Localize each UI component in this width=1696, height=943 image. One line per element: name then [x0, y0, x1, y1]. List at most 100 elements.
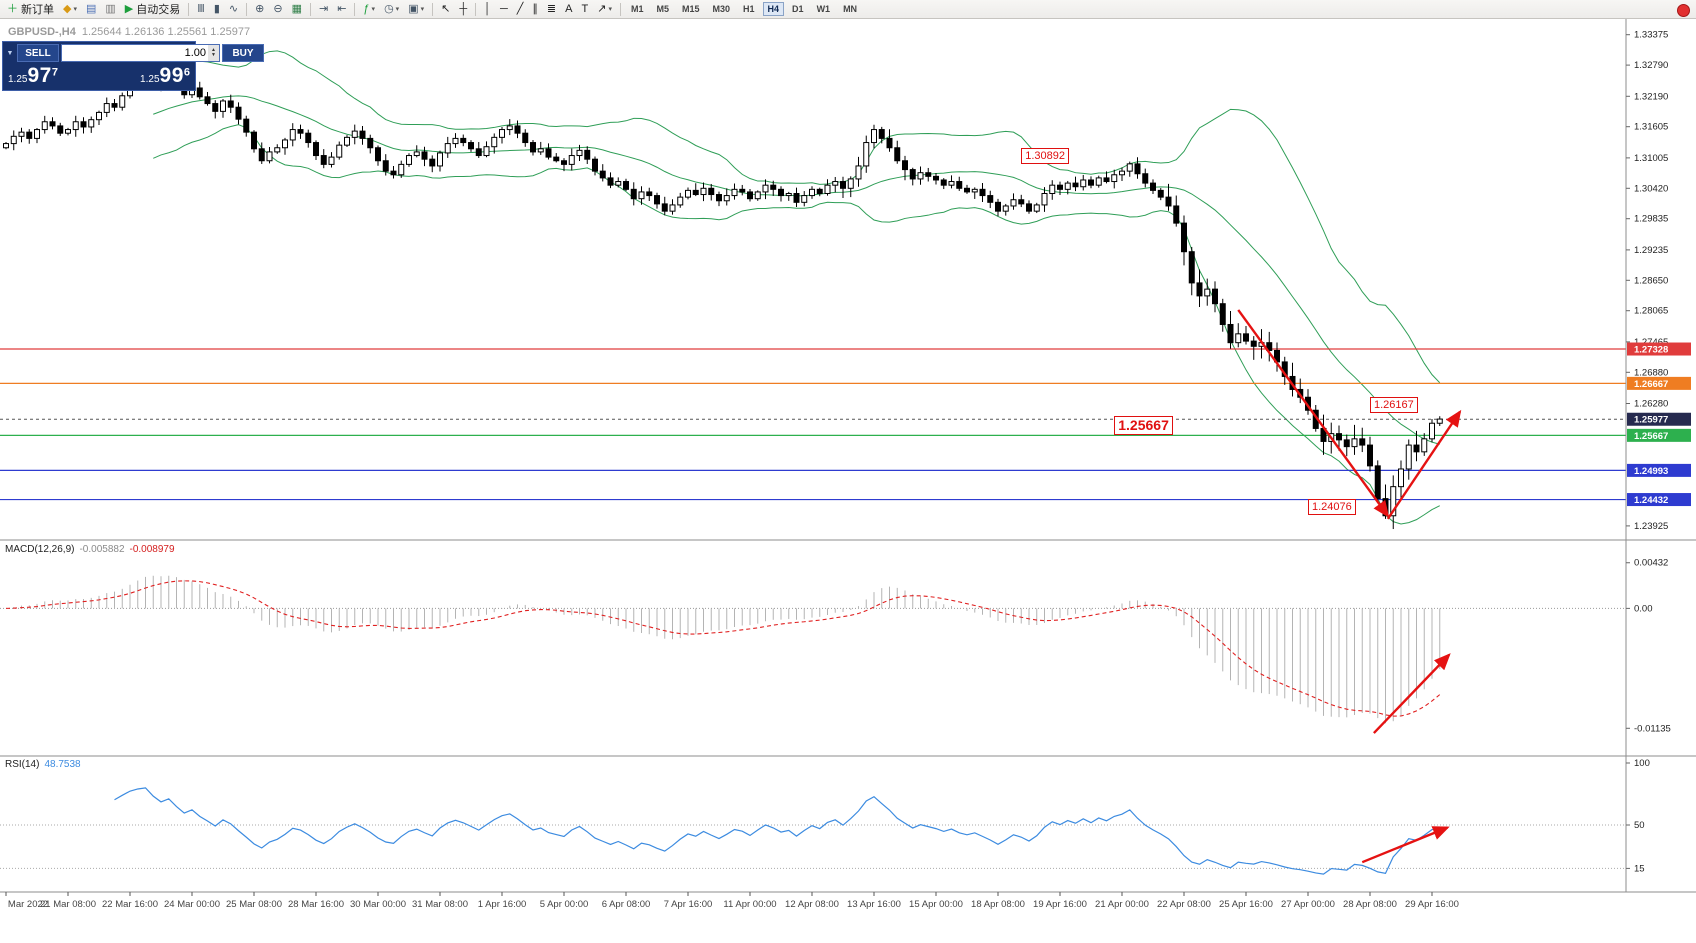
macd-signal-value: -0.008979: [129, 544, 175, 555]
timeframe-m5[interactable]: M5: [656, 4, 669, 14]
zoom-out-icon[interactable]: ⊖: [273, 2, 283, 15]
line-chart-icon[interactable]: ∿: [228, 2, 239, 15]
toolbar: ＋新订单 ◆ ▾ ▤ ▥ ▶ 自动交易 Ⅲ ▮ ∿ ⊕ ⊖ ▦ ⇥ ⇤ ƒ ▾ ◷ ▾ ▣ ▾ ↖ ┼ │ ─ ╱ ∥ ≣ A T ↗ ▾ M1…: [0, 0, 1696, 19]
svg-text:1.24993: 1.24993: [1634, 466, 1668, 477]
svg-text:-0.01135: -0.01135: [1634, 723, 1671, 734]
horizontal-line-icon[interactable]: ─: [500, 2, 508, 15]
price-axis: 1.33375 1.32790 1.32190 1.31605 1.31005 1.304…: [1626, 30, 1691, 532]
symbol-period-label: GBPUSD-,H4: [8, 26, 76, 38]
vertical-line-icon[interactable]: │: [484, 2, 491, 15]
bid-price: 1.25977: [8, 64, 58, 88]
svg-text:24 Mar 00:00: 24 Mar 00:00: [164, 899, 220, 910]
ohlc-values: 1.25644 1.26136 1.25561 1.25977: [81, 26, 251, 38]
svg-text:1.32190: 1.32190: [1634, 91, 1668, 102]
volume-spinner[interactable]: ▲ ▼: [208, 45, 219, 61]
macd-name: MACD(12,26,9): [5, 544, 75, 555]
timeframe-m15[interactable]: M15: [681, 4, 700, 14]
toolbar-separator: [309, 2, 311, 16]
svg-text:1.23925: 1.23925: [1634, 521, 1668, 532]
timeframe-m30[interactable]: M30: [712, 4, 731, 14]
svg-text:1.26280: 1.26280: [1634, 398, 1668, 409]
trend-arrows: [1237, 309, 1462, 864]
new-order-button[interactable]: ＋新订单: [7, 2, 54, 17]
horizontal-lines: [0, 348, 1626, 501]
panel-frames: [0, 19, 1696, 893]
timeframe-w1[interactable]: W1: [816, 4, 831, 14]
volume-field: ▲▼: [61, 44, 220, 62]
svg-text:1.24432: 1.24432: [1634, 495, 1668, 506]
svg-text:5 Apr 00:00: 5 Apr 00:00: [540, 899, 589, 910]
timeframe-d1[interactable]: D1: [792, 4, 804, 14]
zoom-in-icon[interactable]: ⊕: [255, 2, 265, 15]
svg-text:7 Apr 16:00: 7 Apr 16:00: [664, 899, 713, 910]
svg-text:1.29835: 1.29835: [1634, 214, 1668, 225]
timeframe-mn[interactable]: MN: [843, 4, 858, 14]
toolbar-separator: [432, 2, 434, 16]
rsi-panel: 100 50 15: [0, 758, 1650, 875]
svg-text:1.28065: 1.28065: [1634, 306, 1668, 317]
chart-shift-icon[interactable]: ⇤: [337, 2, 347, 15]
buy-button[interactable]: BUY: [222, 44, 264, 62]
templates-icon[interactable]: ▣ ▾: [408, 2, 425, 15]
price-annotation: 1.30892: [1021, 147, 1070, 164]
bid-big-digits: 97: [27, 64, 52, 87]
svg-text:1.33375: 1.33375: [1634, 30, 1668, 41]
toolbar-separator: [354, 2, 356, 16]
autotrading-button[interactable]: ▶ 自动交易: [124, 2, 181, 17]
svg-text:1.27328: 1.27328: [1634, 345, 1668, 356]
bollinger-bands: [153, 50, 1441, 525]
rsi-indicator-label: RSI(14) 48.7538: [5, 759, 81, 770]
svg-text:28 Mar 16:00: 28 Mar 16:00: [288, 899, 344, 910]
svg-text:1.32790: 1.32790: [1634, 60, 1668, 71]
toolbar-separator: [246, 2, 248, 16]
trendline-icon[interactable]: ╱: [516, 2, 524, 15]
charts-window-icon[interactable]: ◆ ▾: [63, 2, 77, 15]
price-annotation: 1.26167: [1370, 397, 1418, 414]
svg-text:1.28650: 1.28650: [1634, 275, 1668, 286]
svg-text:50: 50: [1634, 820, 1645, 831]
market-watch-icon[interactable]: ▥: [105, 2, 116, 15]
svg-text:25 Mar 08:00: 25 Mar 08:00: [226, 899, 282, 910]
svg-text:21 Apr 00:00: 21 Apr 00:00: [1095, 899, 1149, 910]
svg-text:25 Apr 16:00: 25 Apr 16:00: [1219, 899, 1273, 910]
timeframe-h1[interactable]: H1: [743, 4, 755, 14]
toolbar-separator: [188, 2, 190, 16]
cursor-icon[interactable]: ↖: [441, 2, 451, 15]
sell-button[interactable]: SELL: [17, 44, 59, 62]
svg-text:1.31605: 1.31605: [1634, 122, 1668, 133]
volume-input[interactable]: [62, 45, 208, 61]
svg-text:31 Mar 08:00: 31 Mar 08:00: [412, 899, 468, 910]
timeframe-m1[interactable]: M1: [630, 4, 644, 14]
macd-main-value: -0.005882: [79, 544, 125, 555]
crosshair-icon[interactable]: ┼: [459, 2, 468, 15]
candlestick-chart-icon[interactable]: ▮: [213, 2, 220, 15]
channel-icon[interactable]: ∥: [532, 2, 538, 15]
tile-windows-icon[interactable]: ▦: [291, 2, 302, 15]
svg-text:1 Apr 16:00: 1 Apr 16:00: [478, 899, 527, 910]
one-click-trade-panel: ▼ SELL ▲▼ BUY 1.25977 1.25996: [2, 41, 264, 91]
svg-text:27 Apr 00:00: 27 Apr 00:00: [1281, 899, 1335, 910]
svg-text:1.26880: 1.26880: [1634, 367, 1668, 378]
price-annotation: 1.25667: [1114, 416, 1173, 436]
periods-icon[interactable]: ◷ ▾: [384, 2, 400, 15]
macd-panel: 0.00432 0.00 -0.01135: [0, 558, 1671, 734]
fibonacci-icon[interactable]: ≣: [546, 2, 557, 15]
svg-text:1.31005: 1.31005: [1634, 153, 1668, 164]
arrows-tool-icon[interactable]: ↗ ▾: [597, 2, 612, 15]
svg-text:28 Apr 08:00: 28 Apr 08:00: [1343, 899, 1397, 910]
text-icon[interactable]: A: [565, 2, 573, 15]
alert-icon[interactable]: [1677, 4, 1690, 17]
svg-text:1.27465: 1.27465: [1634, 337, 1668, 348]
svg-text:15 Apr 00:00: 15 Apr 00:00: [909, 899, 963, 910]
indicators-icon[interactable]: ƒ ▾: [363, 2, 376, 15]
profiles-icon[interactable]: ▤: [85, 2, 97, 15]
label-icon[interactable]: T: [581, 2, 589, 15]
bar-chart-icon[interactable]: Ⅲ: [197, 2, 205, 15]
timeframe-h4[interactable]: H4: [762, 2, 785, 16]
ask-price: 1.25996: [140, 64, 190, 88]
svg-text:1.25667: 1.25667: [1634, 431, 1668, 442]
trade-panel-collapse-icon[interactable]: ▼: [6, 49, 14, 57]
auto-scroll-icon[interactable]: ⇥: [318, 2, 329, 15]
price-chart[interactable]: 1.33375 1.32790 1.32190 1.31605 1.31005 1.304…: [0, 19, 1696, 943]
